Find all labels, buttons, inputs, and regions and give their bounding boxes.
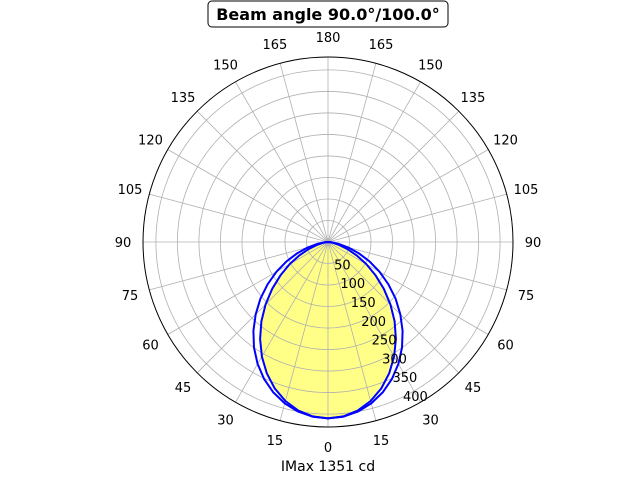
radial-tick-label: 50 (334, 258, 351, 273)
angular-gridline (196, 110, 329, 243)
angle-tick-label: 165 (263, 38, 288, 53)
series-line-1 (252, 241, 404, 420)
radial-tick-label: 300 (382, 352, 407, 367)
radial-tick-label: 150 (351, 296, 376, 311)
angular-gridline (149, 193, 329, 243)
angular-gridline (327, 110, 460, 243)
radial-tick-label: 400 (403, 390, 428, 405)
angular-gridline (279, 241, 329, 421)
angle-tick-label: 135 (171, 91, 196, 106)
title-box (207, 0, 449, 28)
angular-gridline (167, 149, 329, 243)
polar-frame (142, 56, 514, 428)
angle-tick-label: 0 (324, 441, 332, 456)
chart-title: Beam angle 90.0°/100.0° (216, 5, 440, 24)
angular-gridline (327, 81, 421, 243)
angular-gridline (327, 63, 377, 243)
angular-gridline (327, 241, 507, 291)
angle-tick-label: 165 (369, 38, 394, 53)
angle-tick-label: 15 (373, 434, 390, 449)
angular-gridline (327, 241, 377, 421)
angle-tick-label: 180 (316, 31, 341, 46)
radial-tick-label: 200 (361, 315, 386, 330)
angular-gridline (327, 241, 460, 374)
angle-tick-label: 105 (118, 183, 143, 198)
angular-gridline (235, 241, 329, 403)
angle-tick-label: 135 (461, 91, 486, 106)
angle-tick-label: 105 (514, 183, 539, 198)
angle-tick-label: 75 (122, 289, 139, 304)
angle-tick-label: 120 (493, 134, 518, 149)
radial-tick-label: 100 (340, 277, 365, 292)
angular-gridline (327, 193, 507, 243)
angular-gridline (327, 149, 489, 243)
angle-tick-label: 120 (138, 134, 163, 149)
angular-gridline (327, 241, 421, 403)
angular-gridline (149, 241, 329, 291)
angle-tick-label: 90 (525, 236, 542, 251)
angle-tick-label: 150 (213, 58, 238, 73)
angular-gridline (327, 241, 489, 335)
radial-tick-label: 350 (393, 371, 418, 386)
angular-gridline (196, 241, 329, 374)
x-axis-label: IMax 1351 cd (281, 459, 375, 475)
angle-tick-label: 30 (422, 414, 439, 429)
angle-tick-label: 60 (142, 339, 159, 354)
radial-tick-label: 250 (372, 334, 397, 349)
angle-tick-label: 150 (418, 58, 443, 73)
angle-tick-label: 45 (465, 381, 482, 396)
angle-tick-label: 60 (497, 339, 514, 354)
angular-gridline (167, 241, 329, 335)
angle-tick-label: 45 (175, 381, 192, 396)
angle-tick-label: 75 (518, 289, 535, 304)
angle-tick-label: 15 (267, 434, 284, 449)
angle-tick-label: 30 (217, 414, 234, 429)
angle-tick-label: 90 (115, 236, 132, 251)
angular-gridline (235, 81, 329, 243)
angular-gridline (279, 63, 329, 243)
